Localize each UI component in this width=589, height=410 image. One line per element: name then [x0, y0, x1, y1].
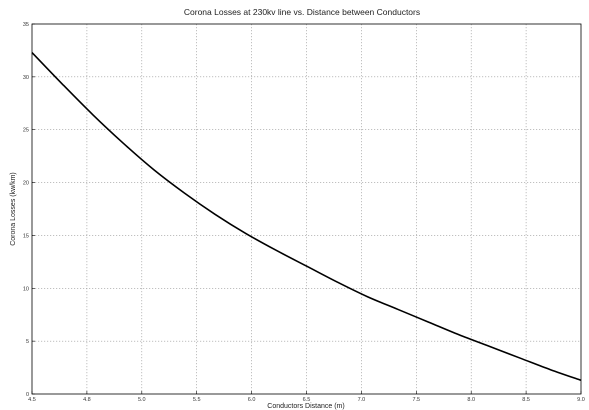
x-tick-label: 9.0	[577, 397, 585, 403]
y-axis-label: Corona Losses (kw/km)	[10, 172, 17, 246]
x-tick-label: 7.5	[412, 397, 420, 403]
y-ticks: 0 5 10 15 20 25 30 35	[23, 22, 35, 398]
x-tick-label: 8.5	[522, 397, 530, 403]
y-tick-label: 5	[26, 339, 29, 345]
y-tick-label: 30	[23, 75, 29, 81]
y-tick-label: 20	[23, 181, 29, 187]
x-tick-label: 4.8	[83, 397, 91, 403]
x-ticks: 4.5 4.8 5.0 5.5 6.0 6.5 7.0 7.5 8.0 8.5 9.0	[28, 391, 585, 403]
series-line	[31, 51, 582, 382]
x-tick-label: 4.5	[28, 397, 36, 403]
y-tick-label: 10	[23, 286, 29, 292]
x-tick-label: 6.0	[248, 397, 256, 403]
grid	[32, 24, 581, 394]
chart-title: Corona Losses at 230kv line vs. Distance…	[184, 7, 420, 17]
y-tick-label: 35	[23, 22, 29, 28]
x-axis-label: Conductors Distance (m)	[267, 403, 344, 410]
x-tick-label: 7.0	[358, 397, 366, 403]
x-tick-label: 8.0	[467, 397, 475, 403]
x-tick-label: 5.5	[193, 397, 201, 403]
x-tick-label: 6.5	[303, 397, 311, 403]
plot-frame	[31, 23, 582, 395]
x-tick-label: 5.0	[138, 397, 146, 403]
y-tick-label: 15	[23, 233, 29, 239]
y-tick-label: 0	[26, 392, 29, 398]
y-tick-label: 25	[23, 128, 29, 134]
